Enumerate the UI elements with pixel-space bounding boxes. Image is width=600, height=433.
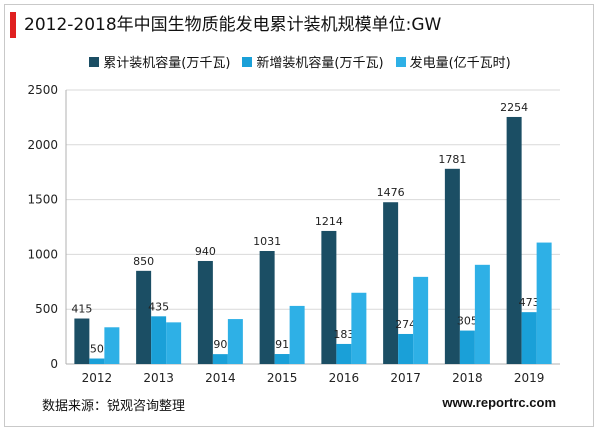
bar-new bbox=[212, 354, 228, 364]
data-label-new: 183 bbox=[333, 328, 354, 341]
title-accent-bar bbox=[10, 12, 16, 38]
chart-legend: 累计装机容量(万千瓦) 新增装机容量(万千瓦) 发电量(亿千瓦时) bbox=[0, 52, 600, 71]
data-label-cumulative: 1214 bbox=[315, 215, 343, 228]
bar-new bbox=[89, 358, 105, 364]
bar-cumulative bbox=[321, 230, 337, 364]
x-tick-label: 2012 bbox=[82, 371, 113, 385]
y-tick-label: 2000 bbox=[27, 138, 58, 152]
website-url: www.reportrc.com bbox=[442, 395, 556, 410]
bar-new bbox=[521, 312, 537, 364]
data-label-cumulative: 1781 bbox=[438, 153, 466, 166]
bar-cumulative bbox=[506, 116, 522, 364]
legend-label-new: 新增装机容量(万千瓦) bbox=[256, 56, 384, 71]
data-source: 数据来源：锐观咨询整理 bbox=[42, 399, 186, 414]
data-label-cumulative: 850 bbox=[133, 255, 154, 268]
bar-generation bbox=[474, 264, 490, 364]
bar-cumulative bbox=[444, 168, 460, 364]
bar-generation bbox=[227, 319, 243, 364]
data-label-new: 473 bbox=[519, 296, 540, 309]
y-tick-label: 0 bbox=[50, 357, 58, 371]
x-tick-label: 2016 bbox=[329, 371, 360, 385]
x-tick-label: 2013 bbox=[143, 371, 174, 385]
bar-generation bbox=[536, 242, 552, 364]
data-label-new: 435 bbox=[148, 300, 169, 313]
legend-item-cumulative: 累计装机容量(万千瓦) bbox=[89, 52, 230, 71]
chart-title: 2012-2018年中国生物质能发电累计装机规模单位:GW bbox=[24, 15, 442, 35]
bar-new bbox=[336, 343, 352, 364]
bar-new bbox=[459, 330, 475, 364]
data-label-new: 90 bbox=[213, 338, 227, 351]
legend-swatch-generation bbox=[395, 56, 406, 67]
data-label-new: 305 bbox=[457, 315, 478, 328]
data-label-new: 274 bbox=[395, 318, 416, 331]
data-label-new: 91 bbox=[275, 338, 289, 351]
bar-cumulative bbox=[74, 318, 90, 364]
y-tick-label: 500 bbox=[35, 302, 58, 316]
x-tick-label: 2015 bbox=[267, 371, 298, 385]
bar-generation bbox=[351, 292, 367, 364]
bar-generation bbox=[166, 322, 182, 364]
data-label-cumulative: 1476 bbox=[377, 186, 405, 199]
y-tick-label: 1000 bbox=[27, 247, 58, 261]
bar-new bbox=[398, 333, 414, 364]
y-tick-label: 2500 bbox=[27, 83, 58, 97]
legend-label-generation: 发电量(亿千瓦时) bbox=[409, 56, 511, 71]
bar-cumulative bbox=[197, 260, 213, 364]
bar-cumulative bbox=[383, 202, 399, 364]
bar-cumulative bbox=[136, 270, 152, 364]
bar-generation bbox=[289, 305, 305, 364]
bar-new bbox=[274, 354, 290, 364]
data-label-cumulative: 1031 bbox=[253, 235, 281, 248]
x-tick-label: 2014 bbox=[205, 371, 236, 385]
bar-cumulative bbox=[259, 251, 275, 364]
data-label-cumulative: 940 bbox=[195, 245, 216, 258]
legend-swatch-cumulative bbox=[89, 56, 100, 67]
bar-new bbox=[151, 316, 167, 364]
bar-generation bbox=[104, 327, 120, 364]
data-label-cumulative: 2254 bbox=[500, 101, 528, 114]
legend-label-cumulative: 累计装机容量(万千瓦) bbox=[103, 56, 231, 71]
x-tick-label: 2018 bbox=[452, 371, 483, 385]
bar-generation bbox=[413, 276, 429, 364]
y-tick-label: 1500 bbox=[27, 193, 58, 207]
x-tick-label: 2017 bbox=[390, 371, 421, 385]
legend-swatch-new bbox=[242, 56, 253, 67]
x-tick-label: 2019 bbox=[514, 371, 545, 385]
data-label-new: 50 bbox=[90, 343, 104, 356]
legend-item-generation: 发电量(亿千瓦时) bbox=[395, 52, 511, 71]
data-label-cumulative: 415 bbox=[71, 303, 92, 316]
legend-item-new: 新增装机容量(万千瓦) bbox=[242, 52, 384, 71]
